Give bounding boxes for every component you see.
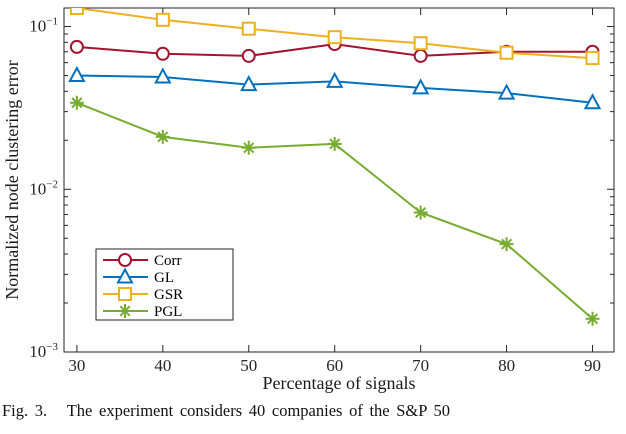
- circle-marker: [241, 48, 256, 63]
- asterisk-marker: [118, 304, 132, 318]
- triangle-marker: [68, 65, 86, 83]
- circle-marker: [69, 39, 84, 54]
- square-marker: [241, 21, 256, 36]
- triangle-marker: [497, 83, 516, 100]
- circle-marker: [413, 48, 428, 63]
- x-tick-label: 40: [154, 356, 171, 375]
- square-marker: [413, 36, 428, 51]
- legend-label-pgl: PGL: [154, 304, 182, 320]
- triangle-marker: [116, 267, 134, 284]
- square-marker: [118, 287, 132, 301]
- square-marker: [69, 8, 84, 15]
- x-tick-label: 70: [412, 356, 429, 375]
- triangle-marker: [583, 93, 602, 110]
- circle-marker: [155, 46, 170, 61]
- triangle-marker: [154, 67, 172, 84]
- asterisk-marker: [241, 140, 256, 155]
- square-marker: [155, 12, 170, 27]
- legend-label-corr: Corr: [154, 253, 182, 269]
- x-tick-label: 50: [240, 356, 257, 375]
- asterisk-marker: [413, 205, 428, 220]
- series-markers-gsr: [69, 8, 600, 66]
- legend-label-gsr: GSR: [154, 287, 183, 303]
- asterisk-marker: [585, 311, 600, 326]
- x-tick-label: 60: [326, 356, 343, 375]
- figure-caption: Fig. 3. The experiment considers 40 comp…: [2, 401, 450, 420]
- asterisk-marker: [327, 136, 342, 151]
- circle-marker: [118, 253, 132, 267]
- square-marker: [499, 45, 514, 60]
- y-tick-label: 10−1: [29, 16, 58, 36]
- y-tick-label: 10−2: [29, 178, 58, 198]
- series-markers-gl: [68, 65, 602, 110]
- x-axis-label: Percentage of signals: [263, 373, 416, 393]
- series-markers-pgl: [69, 95, 600, 326]
- y-axis-label: Normalized node clustering error: [2, 60, 22, 299]
- triangle-marker: [411, 78, 430, 95]
- square-marker: [327, 30, 342, 45]
- asterisk-marker: [499, 237, 514, 252]
- x-tick-label: 80: [498, 356, 515, 375]
- x-tick-label: 30: [68, 356, 85, 375]
- x-tick-label: 90: [584, 356, 601, 375]
- y-tick-label: 10−3: [29, 341, 58, 361]
- asterisk-marker: [155, 129, 170, 144]
- triangle-marker: [240, 74, 258, 92]
- triangle-marker: [326, 71, 344, 88]
- asterisk-marker: [69, 95, 84, 110]
- square-marker: [585, 51, 600, 66]
- legend-label-gl: GL: [154, 270, 174, 286]
- series-layer: [68, 8, 602, 326]
